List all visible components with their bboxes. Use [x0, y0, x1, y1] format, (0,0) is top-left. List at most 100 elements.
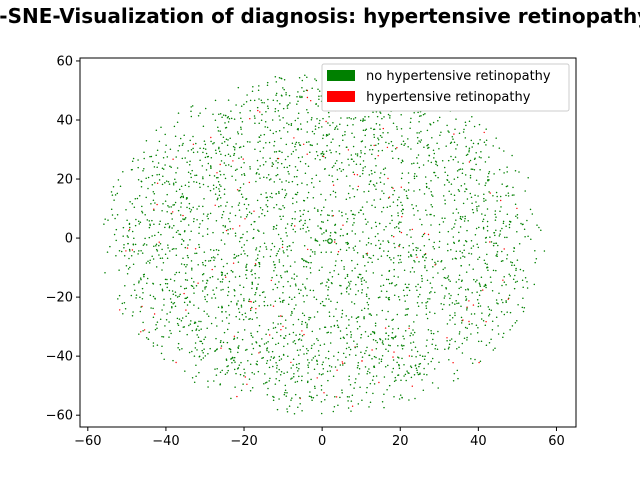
point-no-hypertensive-retinopathy	[282, 117, 284, 119]
point-no-hypertensive-retinopathy	[457, 293, 460, 296]
point-no-hypertensive-retinopathy	[422, 255, 424, 258]
point-no-hypertensive-retinopathy	[145, 336, 148, 339]
point-no-hypertensive-retinopathy	[203, 310, 205, 313]
point-no-hypertensive-retinopathy	[375, 123, 378, 125]
point-hypertensive-retinopathy	[244, 218, 246, 220]
point-no-hypertensive-retinopathy	[255, 173, 258, 175]
point-no-hypertensive-retinopathy	[381, 211, 383, 213]
point-no-hypertensive-retinopathy	[477, 326, 479, 329]
point-no-hypertensive-retinopathy	[444, 267, 446, 269]
point-no-hypertensive-retinopathy	[298, 362, 300, 365]
point-no-hypertensive-retinopathy	[165, 144, 167, 146]
point-no-hypertensive-retinopathy	[398, 244, 400, 247]
point-no-hypertensive-retinopathy	[365, 270, 368, 272]
point-no-hypertensive-retinopathy	[299, 144, 302, 146]
point-no-hypertensive-retinopathy	[413, 177, 416, 180]
point-no-hypertensive-retinopathy	[142, 321, 144, 324]
point-no-hypertensive-retinopathy	[457, 377, 459, 380]
point-no-hypertensive-retinopathy	[473, 313, 476, 315]
point-no-hypertensive-retinopathy	[403, 363, 405, 366]
point-no-hypertensive-retinopathy	[386, 254, 389, 257]
point-no-hypertensive-retinopathy	[364, 134, 366, 137]
point-no-hypertensive-retinopathy	[217, 249, 220, 252]
point-no-hypertensive-retinopathy	[451, 135, 454, 138]
point-no-hypertensive-retinopathy	[262, 356, 264, 359]
point-no-hypertensive-retinopathy	[322, 117, 324, 120]
point-no-hypertensive-retinopathy	[239, 186, 242, 189]
point-no-hypertensive-retinopathy	[159, 243, 162, 245]
point-no-hypertensive-retinopathy	[221, 213, 224, 216]
point-no-hypertensive-retinopathy	[373, 332, 376, 335]
point-no-hypertensive-retinopathy	[438, 361, 440, 363]
point-no-hypertensive-retinopathy	[314, 78, 316, 80]
point-no-hypertensive-retinopathy	[297, 339, 300, 341]
point-no-hypertensive-retinopathy	[275, 227, 277, 230]
point-no-hypertensive-retinopathy	[171, 290, 174, 292]
point-no-hypertensive-retinopathy	[346, 241, 349, 244]
point-no-hypertensive-retinopathy	[339, 396, 341, 399]
point-no-hypertensive-retinopathy	[327, 294, 329, 297]
point-no-hypertensive-retinopathy	[476, 243, 478, 245]
point-no-hypertensive-retinopathy	[294, 218, 296, 220]
point-no-hypertensive-retinopathy	[359, 240, 361, 242]
point-no-hypertensive-retinopathy	[453, 178, 456, 180]
point-no-hypertensive-retinopathy	[192, 151, 195, 154]
point-no-hypertensive-retinopathy	[175, 231, 178, 234]
point-no-hypertensive-retinopathy	[202, 176, 204, 178]
point-no-hypertensive-retinopathy	[414, 397, 416, 400]
point-no-hypertensive-retinopathy	[328, 365, 331, 367]
point-no-hypertensive-retinopathy	[516, 231, 518, 233]
point-no-hypertensive-retinopathy	[133, 250, 135, 253]
point-no-hypertensive-retinopathy	[468, 147, 471, 150]
point-no-hypertensive-retinopathy	[494, 234, 496, 237]
point-no-hypertensive-retinopathy	[239, 284, 241, 287]
point-no-hypertensive-retinopathy	[207, 352, 209, 355]
point-no-hypertensive-retinopathy	[293, 278, 296, 280]
point-no-hypertensive-retinopathy	[461, 252, 464, 254]
point-no-hypertensive-retinopathy	[246, 239, 248, 242]
point-no-hypertensive-retinopathy	[182, 218, 184, 220]
point-no-hypertensive-retinopathy	[290, 367, 292, 369]
point-no-hypertensive-retinopathy	[261, 208, 264, 211]
point-no-hypertensive-retinopathy	[468, 149, 470, 151]
point-no-hypertensive-retinopathy	[177, 149, 179, 152]
point-no-hypertensive-retinopathy	[454, 128, 456, 131]
point-no-hypertensive-retinopathy	[350, 209, 352, 212]
point-no-hypertensive-retinopathy	[287, 255, 289, 257]
point-no-hypertensive-retinopathy	[412, 242, 414, 245]
point-no-hypertensive-retinopathy	[519, 268, 522, 271]
point-no-hypertensive-retinopathy	[215, 219, 218, 222]
point-no-hypertensive-retinopathy	[447, 275, 450, 277]
point-no-hypertensive-retinopathy	[153, 223, 155, 226]
point-no-hypertensive-retinopathy	[458, 169, 460, 171]
point-no-hypertensive-retinopathy	[214, 349, 217, 352]
point-no-hypertensive-retinopathy	[179, 214, 182, 216]
point-no-hypertensive-retinopathy	[145, 177, 147, 180]
point-no-hypertensive-retinopathy	[370, 243, 372, 245]
point-no-hypertensive-retinopathy	[284, 319, 287, 321]
point-no-hypertensive-retinopathy	[411, 349, 413, 351]
y-tick-label: 20	[56, 173, 73, 188]
point-no-hypertensive-retinopathy	[310, 378, 312, 381]
point-no-hypertensive-retinopathy	[355, 354, 357, 356]
point-no-hypertensive-retinopathy	[203, 338, 205, 341]
point-no-hypertensive-retinopathy	[334, 162, 337, 165]
point-no-hypertensive-retinopathy	[508, 226, 511, 229]
point-no-hypertensive-retinopathy	[326, 394, 328, 397]
point-no-hypertensive-retinopathy	[201, 290, 204, 292]
point-no-hypertensive-retinopathy	[331, 175, 333, 177]
point-no-hypertensive-retinopathy	[290, 124, 293, 126]
point-no-hypertensive-retinopathy	[378, 239, 380, 242]
point-no-hypertensive-retinopathy	[364, 166, 366, 168]
point-no-hypertensive-retinopathy	[168, 206, 170, 208]
point-no-hypertensive-retinopathy	[272, 132, 275, 135]
point-no-hypertensive-retinopathy	[369, 371, 371, 374]
point-no-hypertensive-retinopathy	[222, 224, 224, 227]
point-no-hypertensive-retinopathy	[138, 280, 140, 282]
point-no-hypertensive-retinopathy	[202, 264, 204, 266]
point-no-hypertensive-retinopathy	[178, 349, 181, 351]
point-no-hypertensive-retinopathy	[468, 120, 471, 122]
point-no-hypertensive-retinopathy	[409, 127, 411, 130]
point-no-hypertensive-retinopathy	[401, 159, 404, 161]
point-no-hypertensive-retinopathy	[392, 201, 395, 203]
